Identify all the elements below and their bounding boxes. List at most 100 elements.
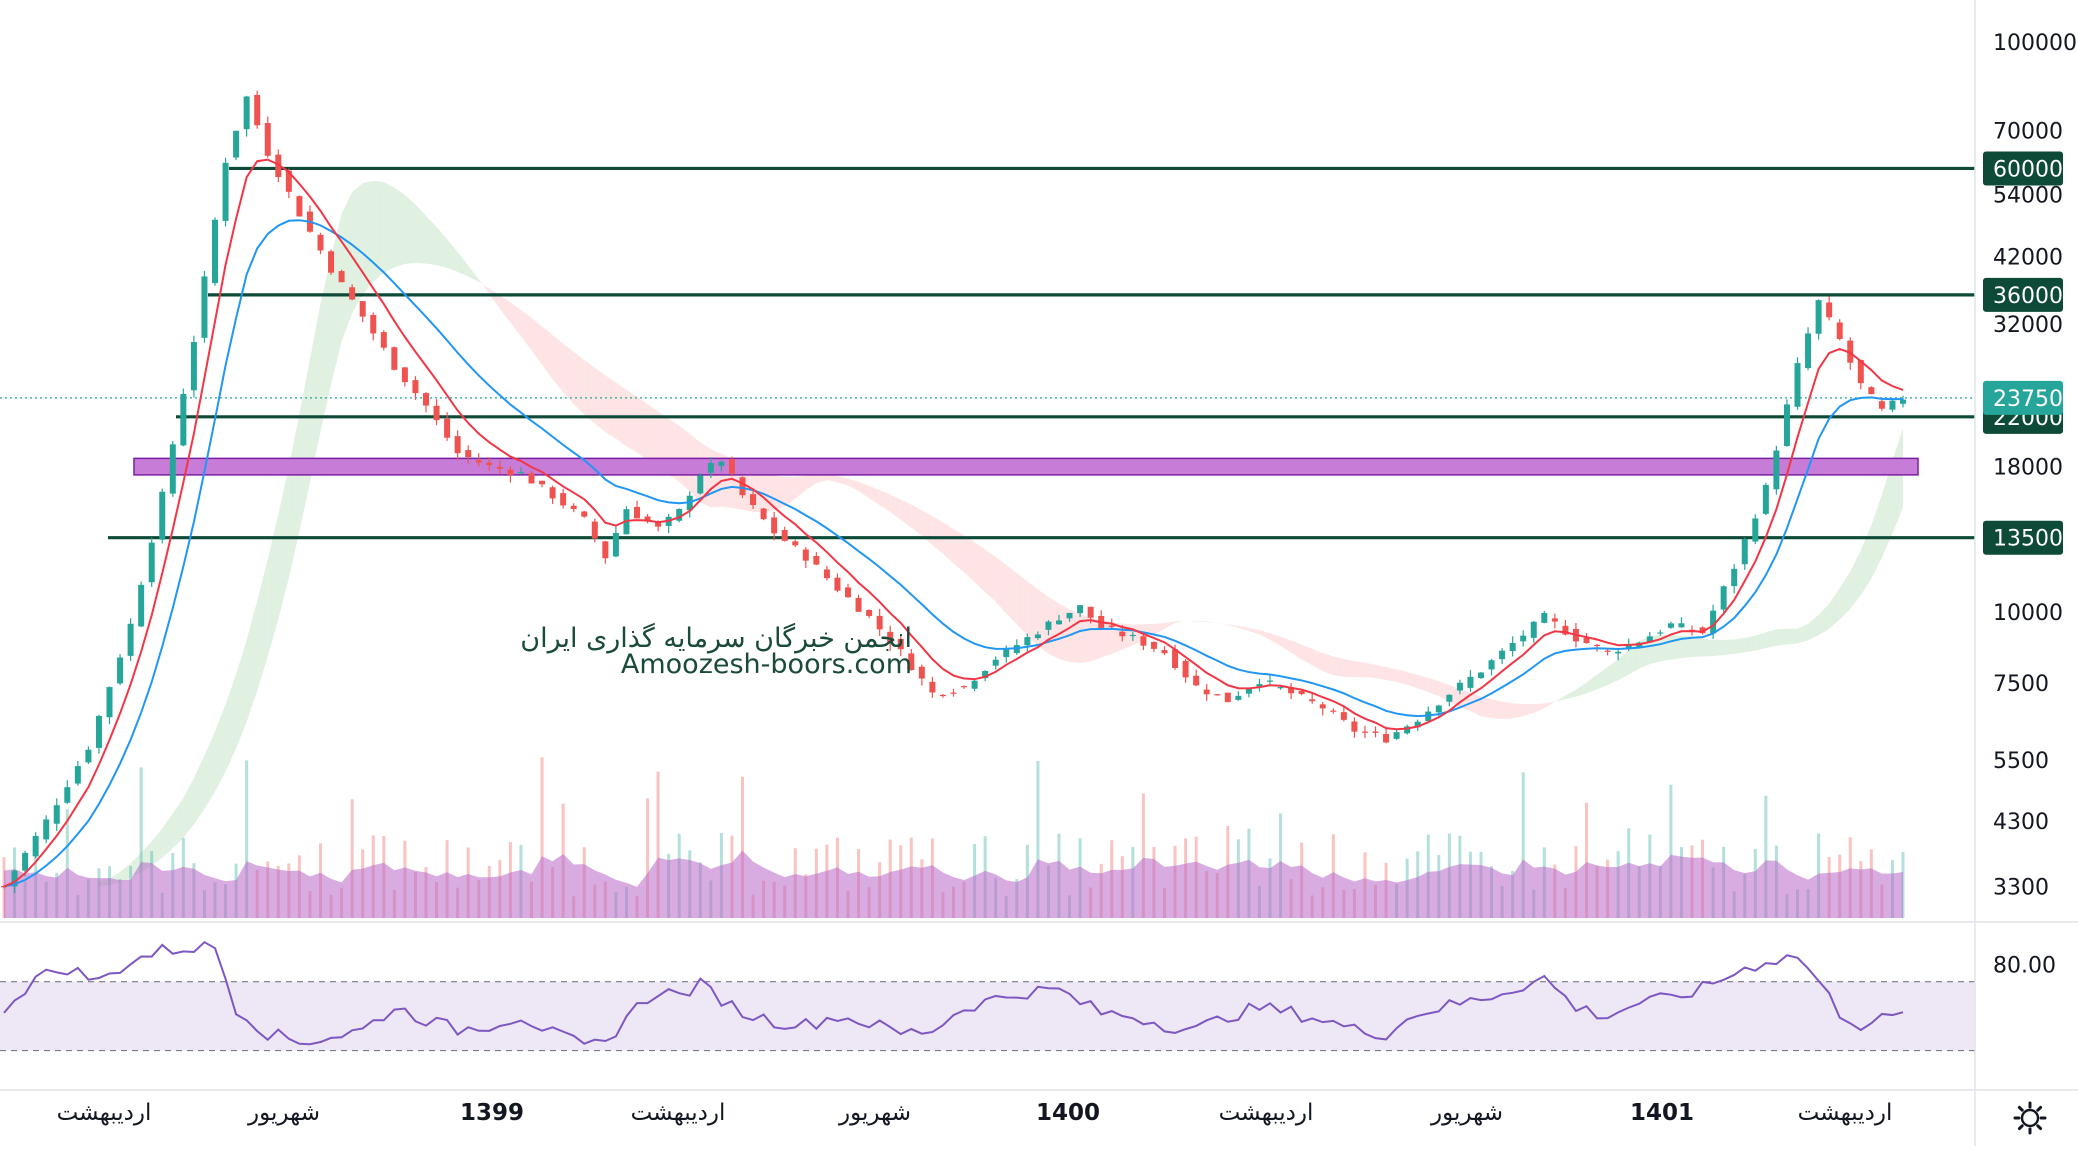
candle-body <box>1182 660 1189 678</box>
cloud-segment <box>1618 650 1629 681</box>
cloud-segment <box>1270 633 1281 647</box>
candle-body <box>74 766 81 784</box>
cloud-segment <box>605 375 616 439</box>
cloud-segment <box>1533 703 1545 713</box>
volume-bar <box>1669 784 1673 918</box>
candle-body <box>612 532 619 557</box>
candle-body <box>1245 688 1252 694</box>
candle-body <box>401 367 408 383</box>
cloud-segment <box>1217 623 1228 625</box>
candle-body <box>876 615 883 630</box>
cloud-segment <box>1153 622 1165 635</box>
candle-body <box>317 234 324 251</box>
candle-body <box>1678 623 1685 628</box>
cloud-segment <box>1597 666 1608 690</box>
cloud-segment <box>573 351 585 415</box>
candle-body <box>1583 637 1590 644</box>
candle-body <box>549 487 556 499</box>
candle-body <box>264 123 271 156</box>
cloud-segment <box>1818 603 1830 636</box>
candle-body <box>212 219 218 284</box>
candle-body <box>834 577 841 591</box>
cloud-segment <box>1523 704 1534 717</box>
cloud-segment <box>1502 701 1513 719</box>
cloud-segment <box>499 295 511 323</box>
moving-average-fast <box>3 158 1904 888</box>
watermark-line1: انجمن خبرگان سرمایه گذاری ایران <box>520 622 912 654</box>
candle-body <box>328 251 335 273</box>
candle-body <box>1604 650 1611 652</box>
level-label-bg <box>1983 151 2063 186</box>
volume-average-area <box>4 850 1903 918</box>
candle-body <box>707 462 714 473</box>
cloud-segment <box>763 472 775 513</box>
candle-body <box>391 347 398 370</box>
cloud-segment <box>1755 632 1766 651</box>
candle-body <box>1794 363 1801 407</box>
candle-body <box>602 541 609 559</box>
price-tick: 5500 <box>1993 749 2049 774</box>
candle-body <box>887 631 894 644</box>
volume-bar <box>1521 772 1525 918</box>
cloud-segment <box>1481 696 1492 719</box>
candle-body <box>148 542 155 583</box>
cloud-segment <box>257 559 268 691</box>
cloud-segment <box>299 359 310 532</box>
candle-body <box>106 687 113 718</box>
cloud-segment <box>552 335 564 393</box>
candle-body <box>1214 694 1221 696</box>
cloud-segment <box>1892 427 1903 534</box>
price-tick: 70000 <box>1993 119 2063 144</box>
cloud-segment <box>805 474 817 491</box>
candle-body <box>233 130 240 158</box>
candle-body <box>1235 695 1242 700</box>
candle-body <box>1267 680 1273 682</box>
candle-body <box>95 715 102 748</box>
candle-body <box>465 450 472 458</box>
candle-body <box>1878 401 1885 409</box>
time-tick: شهریور <box>1430 1100 1503 1126</box>
cloud-segment <box>510 302 521 337</box>
cloud-segment <box>1248 627 1260 635</box>
candle-body <box>11 870 18 887</box>
cloud-segment <box>1196 621 1207 623</box>
candle-body <box>454 436 461 454</box>
candle-body <box>1319 704 1326 709</box>
cloud-segment <box>341 191 353 342</box>
candle-body <box>1435 705 1442 713</box>
candle-body <box>1129 634 1136 637</box>
price-tick: 7500 <box>1993 672 2049 697</box>
cloud-segment <box>1860 525 1872 596</box>
candle-body <box>1783 404 1790 446</box>
time-tick: اردیبهشت <box>1219 1100 1314 1126</box>
cloud-segment <box>953 528 965 573</box>
gear-icon[interactable] <box>2013 1101 2047 1135</box>
cloud-segment <box>858 481 870 499</box>
cloud-segment <box>520 309 532 351</box>
cloud-segment <box>1238 626 1249 631</box>
cloud-segment <box>246 600 258 722</box>
cloud-segment <box>932 516 943 554</box>
cloud-segment <box>1322 652 1334 676</box>
candle-body <box>644 516 651 522</box>
last-price-label: 23750 <box>1993 387 2063 412</box>
candle-body <box>1752 518 1759 542</box>
time-tick: 1399 <box>460 1100 524 1126</box>
cloud-segment <box>1491 699 1503 719</box>
cloud-segment <box>1206 621 1218 624</box>
level-label: 13500 <box>1993 527 2063 552</box>
candle-body <box>359 301 366 317</box>
candle-body <box>950 692 957 694</box>
candle-body <box>1541 612 1548 623</box>
support-zone-rect <box>133 457 1919 476</box>
cloud-segment <box>404 195 416 264</box>
cloud-segment <box>784 476 796 507</box>
cloud-segment <box>447 239 458 272</box>
volume-bar <box>1036 760 1040 918</box>
candle-body <box>1108 625 1115 627</box>
candle-body <box>560 493 567 506</box>
candle-body <box>1414 721 1421 728</box>
cloud-segment <box>647 404 659 468</box>
